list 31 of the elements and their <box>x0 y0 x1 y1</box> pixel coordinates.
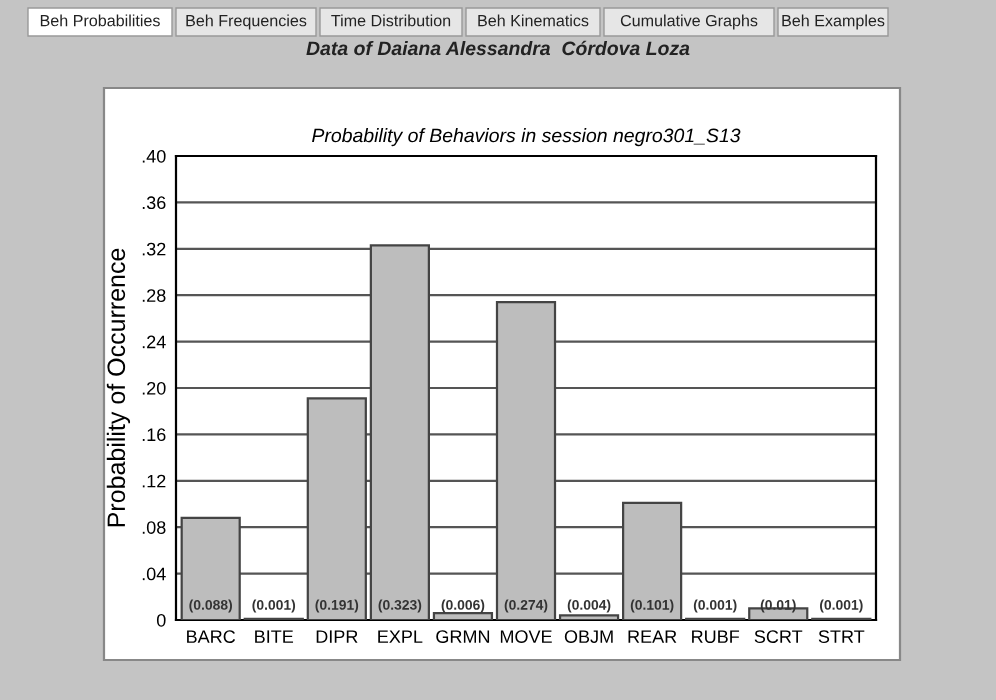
text: Beh Frequencies <box>186 14 307 30</box>
x-tick-label: OBJM <box>564 630 613 643</box>
x-tick-label: SCRT <box>754 630 803 643</box>
chart-title: Probability of Behaviors in session negro301_S13 <box>312 128 741 147</box>
text: Beh Probabilities <box>40 14 160 27</box>
chart-subtitle: Data of Daiana Alessandra Córdova Loza <box>306 40 690 56</box>
y-tick-label: .12 <box>142 474 166 488</box>
text: Time Distribution <box>331 14 451 27</box>
x-tick-label: REAR <box>628 630 677 643</box>
y-tick-label: .36 <box>142 196 166 210</box>
x-tick-label: DIPR <box>316 630 358 643</box>
text: Beh Examples <box>782 14 885 30</box>
x-tick-label: BITE <box>255 630 294 643</box>
y-tick-label: .28 <box>142 289 166 302</box>
y-tick-label: .04 <box>142 567 166 581</box>
y-tick-label: .20 <box>142 381 166 395</box>
y-tick-label: .40 <box>142 149 166 163</box>
y-axis-title: Probability of Occurrence <box>106 248 131 527</box>
y-tick-label: .24 <box>142 335 166 349</box>
y-tick-label: 0 <box>156 613 166 627</box>
x-tick-label: MOVE <box>500 630 552 643</box>
x-tick-label: RUBF <box>692 630 740 643</box>
x-tick-label: GRMN <box>436 630 490 643</box>
y-tick-label: .16 <box>142 428 166 442</box>
text: Beh Kinematics <box>478 14 589 27</box>
x-tick-label: BARC <box>187 630 236 643</box>
x-tick-label: EXPL <box>378 630 423 643</box>
y-tick-label: .32 <box>142 242 166 256</box>
x-tick-label: STRT <box>818 630 865 643</box>
text: Cumulative Graphs <box>620 14 758 30</box>
y-tick-label: .08 <box>142 521 166 534</box>
